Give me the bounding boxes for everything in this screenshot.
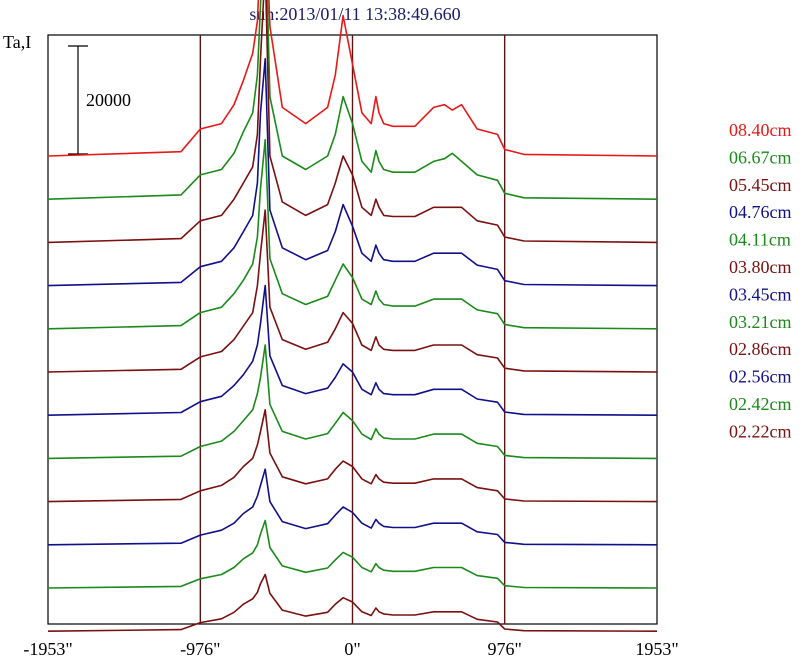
legend-entry-4: 04.11cm: [729, 230, 791, 250]
spectrum-curves: [47, 0, 658, 632]
series-line-6: [47, 284, 658, 416]
series-line-3: [47, 58, 658, 287]
series-line-11: [47, 573, 658, 632]
legend-entry-9: 02.56cm: [729, 367, 792, 387]
series-line-1: [47, 0, 658, 200]
x-tick-label-2: 0": [344, 639, 360, 659]
x-tick-label-4: 1953": [635, 639, 678, 659]
series-line-5: [47, 209, 658, 373]
legend-entry-5: 03.80cm: [729, 257, 792, 277]
x-tick-label-3: 976": [487, 639, 521, 659]
series-line-10: [47, 519, 658, 589]
x-tick-labels: -1953" -976" 0" 976" 1953": [23, 639, 678, 659]
legend-entry-6: 03.45cm: [729, 284, 792, 304]
series-line-2: [47, 0, 658, 244]
x-tick-label-0: -1953": [23, 639, 72, 659]
legend-entry-7: 03.21cm: [729, 312, 792, 332]
legend-entry-2: 05.45cm: [729, 175, 792, 195]
series-line-4: [47, 139, 658, 330]
limb-lines: [199, 35, 506, 624]
chart-title: sun:2013/01/11 13:38:49.660: [249, 4, 460, 24]
series-line-0: [47, 0, 658, 157]
legend-entry-1: 06.67cm: [729, 147, 792, 167]
y-axis-label: Ta,I: [3, 32, 31, 52]
series-line-8: [47, 409, 658, 503]
legend-entry-3: 04.76cm: [729, 202, 792, 222]
scale-bar-label: 20000: [86, 90, 131, 110]
series-line-9: [47, 468, 658, 546]
series-line-7: [47, 344, 658, 460]
legend-entry-8: 02.86cm: [729, 339, 792, 359]
legend: 08.40cm 06.67cm 05.45cm 04.76cm 04.11cm 03.80…: [729, 120, 792, 441]
x-tick-label-1: -976": [180, 639, 220, 659]
legend-entry-10: 02.42cm: [729, 394, 792, 414]
legend-entry-0: 08.40cm: [729, 120, 792, 140]
legend-entry-11: 02.22cm: [729, 421, 792, 441]
